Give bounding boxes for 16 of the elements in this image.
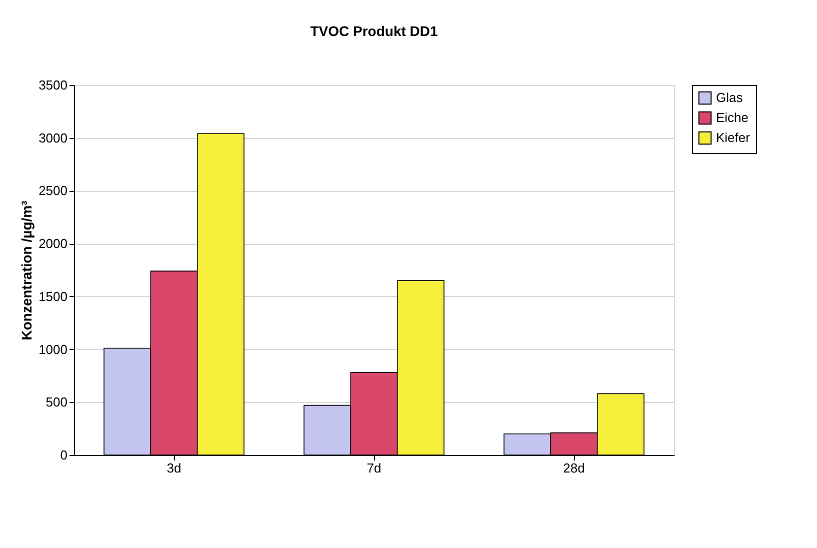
x-tick-label: 28d [563, 460, 585, 476]
x-tick-label: 7d [366, 460, 382, 476]
legend-label: Eiche [716, 110, 749, 125]
y-tick-label: 0 [60, 448, 68, 462]
y-tick-label: 500 [46, 394, 68, 410]
y-tick-label: 3000 [38, 130, 68, 146]
y-tick-label: 2000 [38, 236, 68, 252]
y-tick-label: 1500 [38, 288, 68, 304]
legend-label: Kiefer [716, 130, 751, 145]
y-tick-label: 1000 [38, 342, 68, 357]
y-tick-label: 2500 [38, 183, 68, 198]
y-axis-title: Konzentration /µg/m³ [18, 200, 35, 340]
legend-label: Glas [716, 90, 744, 105]
x-tick-label: 3d [166, 460, 182, 476]
y-tick-label: 3500 [38, 78, 68, 92]
chart-title: TVOC Produkt DD1 [310, 23, 438, 39]
